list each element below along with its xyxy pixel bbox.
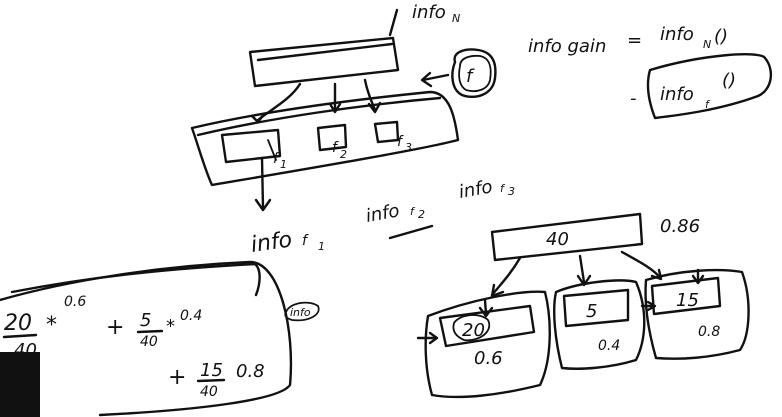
tree-root-node: 40 0.86	[490, 212, 700, 262]
feature-label: f	[466, 66, 475, 87]
info-n-term-paren: ()	[714, 26, 728, 47]
video-corner-overlay	[0, 352, 40, 417]
info-gain-formula: info gain = info N () - info f ()	[528, 24, 773, 120]
term1-score: 0.6	[64, 294, 86, 310]
equals-sign: =	[627, 30, 642, 51]
info-f3-label: info f 3	[457, 176, 515, 203]
term3-score: 0.8	[236, 361, 265, 382]
info-n-term: info	[660, 24, 694, 45]
svg-text:info: info	[249, 227, 293, 257]
svg-text:f: f	[273, 151, 280, 167]
weighted-info-calculation: 20 40 * 0.6 + 5 40 * 0.4 + 15 40 0.8 inf…	[0, 260, 320, 417]
term2-multiply: *	[166, 316, 175, 337]
term2-denominator: 40	[140, 334, 158, 350]
minus-sign: -	[630, 88, 637, 109]
term2-plus: +	[106, 315, 124, 340]
info-gain-label: info gain	[528, 36, 606, 57]
tree-leaf-2-value: 5	[586, 301, 597, 322]
svg-text:2: 2	[340, 148, 347, 161]
f1-down-arrow	[254, 156, 272, 212]
root-node-top: info N	[248, 2, 460, 88]
children-split-box: f 1 f 2 f 3	[190, 90, 460, 187]
svg-text:info: info	[364, 200, 401, 227]
svg-text:2: 2	[418, 208, 425, 221]
info-n-term-sub: N	[703, 38, 711, 51]
svg-text:f: f	[397, 134, 404, 150]
term3-plus: +	[168, 365, 186, 390]
info-n-subscript: N	[452, 12, 460, 25]
tree-leaf-1-score: 0.6	[474, 348, 503, 369]
split-tree: 40 0.86 20 0.6 5 0.4	[416, 212, 750, 399]
svg-text:3: 3	[405, 141, 412, 154]
tree-leaf-3: 15 0.8	[640, 268, 750, 360]
svg-text:f: f	[500, 182, 506, 195]
term1-multiply: *	[46, 313, 57, 338]
term3-numerator: 15	[200, 360, 223, 381]
svg-text:f: f	[410, 205, 416, 218]
svg-text:3: 3	[508, 185, 515, 198]
tree-root-value: 40	[546, 229, 569, 250]
child-node-f2: f 2	[316, 123, 348, 161]
info-f2-label: info f 2	[364, 200, 434, 240]
term1-numerator: 20	[4, 311, 32, 336]
tree-leaf-2-score: 0.4	[598, 338, 620, 354]
tree-leaf-1-value: 20	[462, 320, 485, 341]
info-n-label: info	[412, 2, 446, 23]
feature-node: f	[420, 48, 497, 99]
svg-text:f: f	[332, 140, 339, 156]
child-node-f3: f 3	[373, 120, 412, 154]
side-note: info	[290, 306, 311, 319]
svg-text:1: 1	[280, 158, 287, 171]
term2-numerator: 5	[140, 310, 151, 331]
top-split-arrows	[250, 78, 382, 124]
tree-leaf-2: 5 0.4	[553, 279, 646, 370]
term2-score: 0.4	[180, 308, 202, 324]
tree-root-score: 0.86	[660, 216, 700, 237]
tree-leaf-3-score: 0.8	[698, 324, 720, 340]
tree-leaf-3-value: 15	[676, 290, 699, 311]
info-f1-label: info f 1	[249, 227, 325, 257]
svg-text:info: info	[457, 176, 494, 203]
child-node-f1: f 1	[220, 128, 287, 171]
info-f-term-sub: f	[705, 98, 711, 111]
svg-text:f: f	[302, 233, 309, 249]
term3-denominator: 40	[200, 384, 218, 400]
tree-leaf-1: 20 0.6	[416, 290, 551, 399]
svg-text:1: 1	[318, 240, 325, 253]
info-f-term: info	[660, 84, 694, 105]
info-f-term-paren: ()	[722, 70, 736, 91]
